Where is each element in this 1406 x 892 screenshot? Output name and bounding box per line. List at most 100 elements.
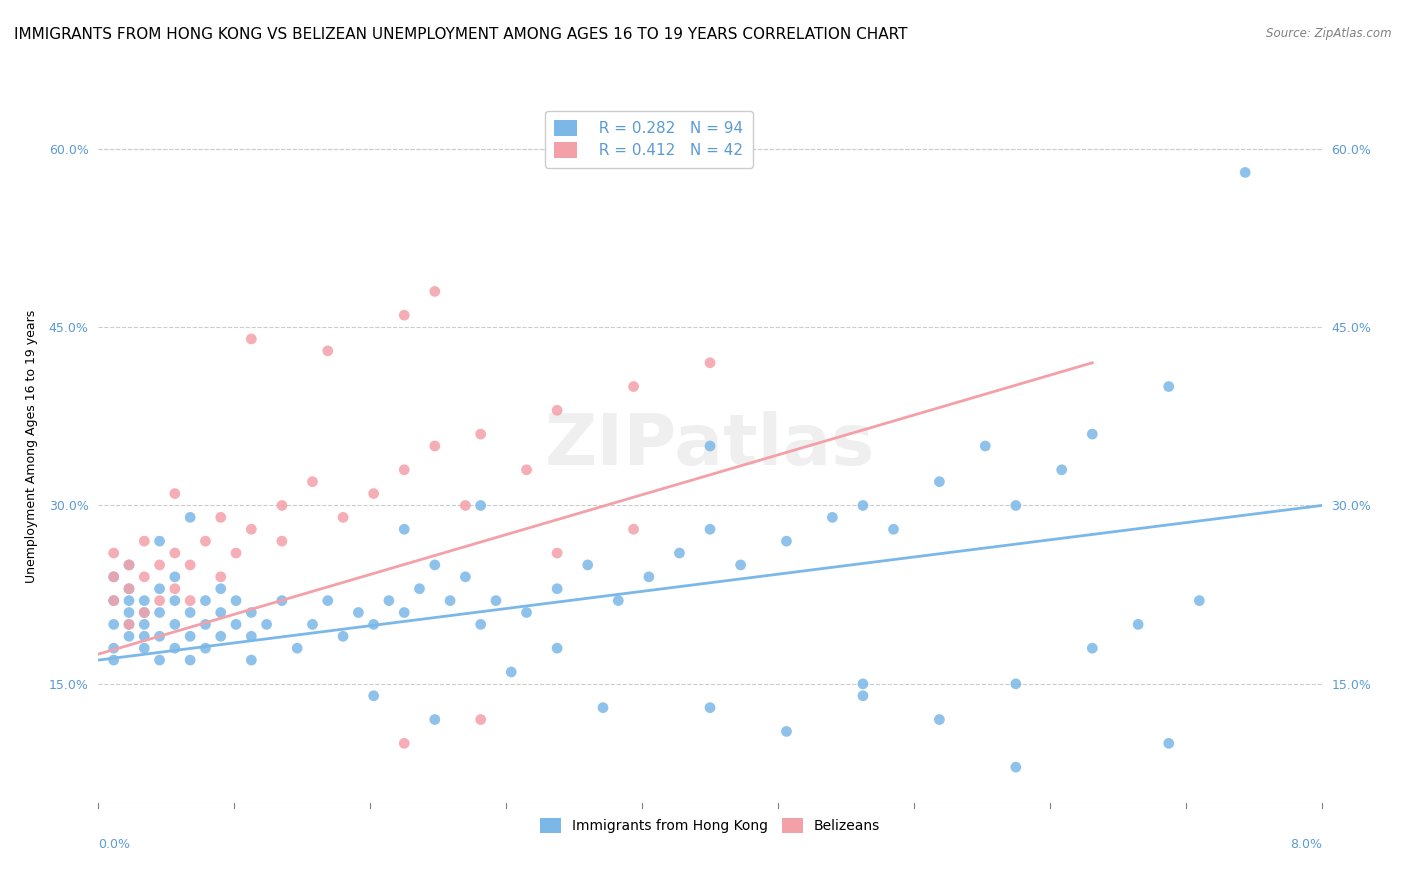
Point xyxy=(392,463,416,477)
Point xyxy=(439,593,461,607)
Point xyxy=(149,606,172,620)
Point xyxy=(134,593,156,607)
Point xyxy=(347,606,370,620)
Point xyxy=(623,522,645,536)
Point xyxy=(1157,736,1180,750)
Point xyxy=(699,522,721,536)
Point xyxy=(240,629,263,643)
Point xyxy=(392,522,416,536)
Legend: Immigrants from Hong Kong, Belizeans: Immigrants from Hong Kong, Belizeans xyxy=(534,813,886,838)
Point xyxy=(134,606,156,620)
Point xyxy=(852,689,875,703)
Point xyxy=(149,593,172,607)
Point xyxy=(392,736,416,750)
Point xyxy=(240,332,263,346)
Point xyxy=(134,570,156,584)
Point xyxy=(163,593,186,607)
Point xyxy=(607,593,630,607)
Point xyxy=(332,510,354,524)
Point xyxy=(118,593,141,607)
Point xyxy=(516,463,538,477)
Point xyxy=(209,629,232,643)
Point xyxy=(163,617,186,632)
Point xyxy=(301,475,323,489)
Point xyxy=(194,534,217,549)
Point xyxy=(592,700,614,714)
Point xyxy=(225,546,247,560)
Point xyxy=(546,641,568,656)
Point xyxy=(118,606,141,620)
Point xyxy=(118,558,141,572)
Point xyxy=(363,486,385,500)
Point xyxy=(470,499,492,513)
Text: ZIPatlas: ZIPatlas xyxy=(546,411,875,481)
Point xyxy=(118,582,141,596)
Point xyxy=(1234,165,1257,179)
Point xyxy=(179,606,201,620)
Point xyxy=(378,593,401,607)
Point xyxy=(149,653,172,667)
Point xyxy=(470,713,492,727)
Point xyxy=(516,606,538,620)
Point xyxy=(179,593,201,607)
Point xyxy=(1004,499,1026,513)
Point xyxy=(118,629,141,643)
Point xyxy=(1128,617,1150,632)
Point xyxy=(501,665,523,679)
Point xyxy=(392,606,416,620)
Point xyxy=(852,677,875,691)
Point xyxy=(194,617,217,632)
Point xyxy=(103,653,125,667)
Point xyxy=(270,593,294,607)
Point xyxy=(852,499,875,513)
Point xyxy=(256,617,278,632)
Point xyxy=(821,510,844,524)
Point xyxy=(928,475,950,489)
Point xyxy=(730,558,752,572)
Point xyxy=(134,617,156,632)
Point xyxy=(103,593,125,607)
Point xyxy=(546,546,568,560)
Point xyxy=(485,593,508,607)
Point xyxy=(1081,641,1104,656)
Point xyxy=(316,343,339,358)
Point xyxy=(118,617,141,632)
Point xyxy=(134,534,156,549)
Point xyxy=(1157,379,1180,393)
Point xyxy=(103,570,125,584)
Point xyxy=(149,582,172,596)
Text: IMMIGRANTS FROM HONG KONG VS BELIZEAN UNEMPLOYMENT AMONG AGES 16 TO 19 YEARS COR: IMMIGRANTS FROM HONG KONG VS BELIZEAN UN… xyxy=(14,27,907,42)
Point xyxy=(423,713,446,727)
Point xyxy=(576,558,599,572)
Text: Source: ZipAtlas.com: Source: ZipAtlas.com xyxy=(1267,27,1392,40)
Point xyxy=(285,641,308,656)
Point xyxy=(134,606,156,620)
Point xyxy=(149,558,172,572)
Point xyxy=(1081,427,1104,442)
Point xyxy=(118,617,141,632)
Point xyxy=(209,510,232,524)
Point xyxy=(668,546,690,560)
Point xyxy=(546,403,568,417)
Point xyxy=(240,522,263,536)
Point xyxy=(454,570,477,584)
Point xyxy=(163,570,186,584)
Point xyxy=(637,570,661,584)
Point xyxy=(163,641,186,656)
Point xyxy=(194,641,217,656)
Point xyxy=(103,641,125,656)
Point xyxy=(209,570,232,584)
Point xyxy=(149,534,172,549)
Point xyxy=(363,689,385,703)
Point xyxy=(179,510,201,524)
Point xyxy=(392,308,416,322)
Point xyxy=(225,617,247,632)
Y-axis label: Unemployment Among Ages 16 to 19 years: Unemployment Among Ages 16 to 19 years xyxy=(25,310,38,582)
Point xyxy=(103,546,125,560)
Point xyxy=(163,486,186,500)
Point xyxy=(240,606,263,620)
Point xyxy=(194,593,217,607)
Point xyxy=(270,499,294,513)
Point xyxy=(699,356,721,370)
Point xyxy=(454,499,477,513)
